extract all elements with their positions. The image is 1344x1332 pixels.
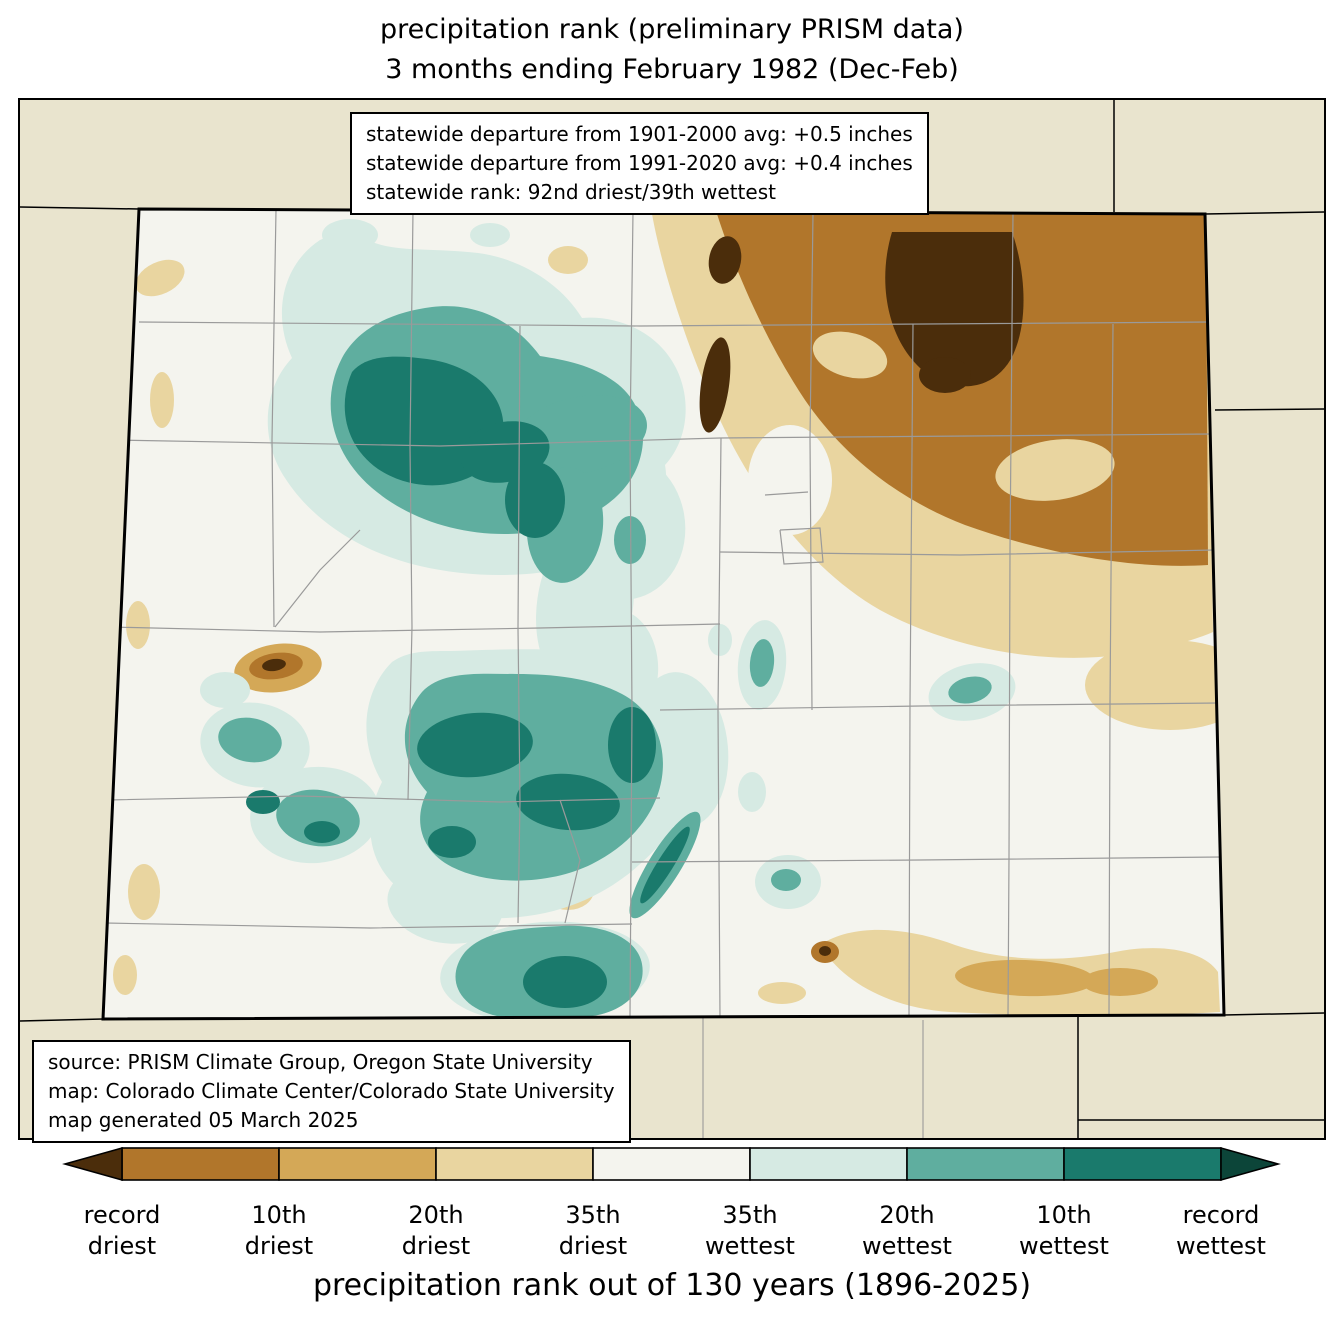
stats-line-1: statewide departure from 1901-2000 avg: … [366,122,913,146]
map-region [246,790,280,814]
map-region [819,946,831,956]
map-region [505,462,565,538]
map-region [387,866,503,944]
colorbar-label-top: record [1182,1201,1260,1229]
colorbar-segment [906,1147,1065,1181]
map-region [955,959,1095,997]
colorbar-label-top: 10th [1036,1201,1092,1229]
colorbar-label-bottom: wettest [1019,1232,1109,1260]
colorbar-segment [435,1147,594,1181]
colorbar-label-top: 20th [408,1201,464,1229]
map-region [919,357,971,393]
colorbar-label-top: 35th [565,1201,621,1229]
map-frame: statewide departure from 1901-2000 avg: … [18,98,1326,1143]
colorbar-label: 10th wettest [984,1200,1144,1262]
colorbar-label: 35th driest [513,1200,673,1262]
map-region [470,223,510,247]
wet-regions-group [200,219,1016,1019]
map-region [995,439,1115,501]
map-region [748,425,832,535]
colorbar-label: record driest [42,1200,202,1262]
colorbar-label-bottom: driest [87,1232,157,1260]
colorbar-label: 10th driest [199,1200,359,1262]
colorbar-label-bottom: driest [244,1232,314,1260]
colorbar-label-bottom: wettest [1176,1232,1266,1260]
map-region [218,717,282,763]
map-region [417,712,533,778]
map-region [812,331,888,379]
colorbar-label: record wettest [1141,1200,1301,1262]
map-region [1082,968,1158,996]
map-region [135,259,185,297]
county-lines [104,209,1223,1018]
colorbar-segment [121,1147,280,1181]
colorbar-label: 35th wettest [670,1200,830,1262]
colorbar-segment [592,1147,751,1181]
map-region [699,337,731,433]
figure-title: precipitation rank (preliminary PRISM da… [0,10,1344,90]
colorbar-segment [278,1147,437,1181]
source-line-1: source: PRISM Climate Group, Oregon Stat… [48,1050,593,1074]
map-region [200,672,250,708]
source-line-2: map: Colorado Climate Center/Colorado St… [48,1079,615,1103]
map-region [640,826,690,904]
colorbar-labels: record driest 10th driest 20th driest 35… [0,1200,1344,1264]
map-region [614,516,646,564]
colorbar-label-bottom: wettest [862,1232,952,1260]
map-region [128,864,160,920]
title-line-1: precipitation rank (preliminary PRISM da… [380,14,964,45]
colorbar-label-bottom: wettest [705,1232,795,1260]
stats-line-3: statewide rank: 92nd driest/39th wettest [366,180,776,204]
colorbar-segment [62,1146,123,1182]
map-region [428,826,476,858]
colorbar-segment [1063,1147,1222,1181]
map-region [126,601,150,649]
neighbor-county-lines [702,1018,924,1138]
map-region [516,773,620,831]
map-region [523,956,607,1008]
colorbar-caption: precipitation rank out of 130 years (189… [312,1268,1032,1303]
colorbar-label-top: 10th [251,1201,307,1229]
colorbar-label: 20th driest [356,1200,516,1262]
map-region [738,772,766,812]
map-region [1085,640,1224,730]
colorado-map-svg [20,100,1324,1138]
map-region [322,219,378,251]
map-region [150,372,174,428]
colorbar-segment [749,1147,908,1181]
colorbar [62,1146,1281,1182]
colorbar-label-top: 35th [722,1201,778,1229]
map-region [885,232,1024,387]
neighbor-state-lines [20,100,1324,1138]
map-region [948,676,992,704]
map-region [749,639,775,687]
title-line-2: 3 months ending February 1982 (Dec-Feb) [385,54,959,85]
source-line-3: map generated 05 March 2025 [48,1108,359,1132]
map-region [708,624,732,656]
map-region [113,955,137,995]
colorbar-label-top: record [83,1201,161,1229]
colorbar-segment [1220,1146,1281,1182]
colorbar-label-top: 20th [879,1201,935,1229]
colorbar-label: 20th wettest [827,1200,987,1262]
map-region [548,246,588,274]
colorbar-label-bottom: driest [558,1232,628,1260]
map-region [304,821,340,843]
source-credit-box: source: PRISM Climate Group, Oregon Stat… [32,1040,631,1143]
map-region [771,869,801,891]
map-region [758,982,806,1004]
map-region [262,658,286,672]
statewide-stats-box: statewide departure from 1901-2000 avg: … [350,112,929,215]
colorbar-label-bottom: driest [401,1232,471,1260]
map-region [708,236,742,284]
stats-line-2: statewide departure from 1991-2020 avg: … [366,151,913,175]
